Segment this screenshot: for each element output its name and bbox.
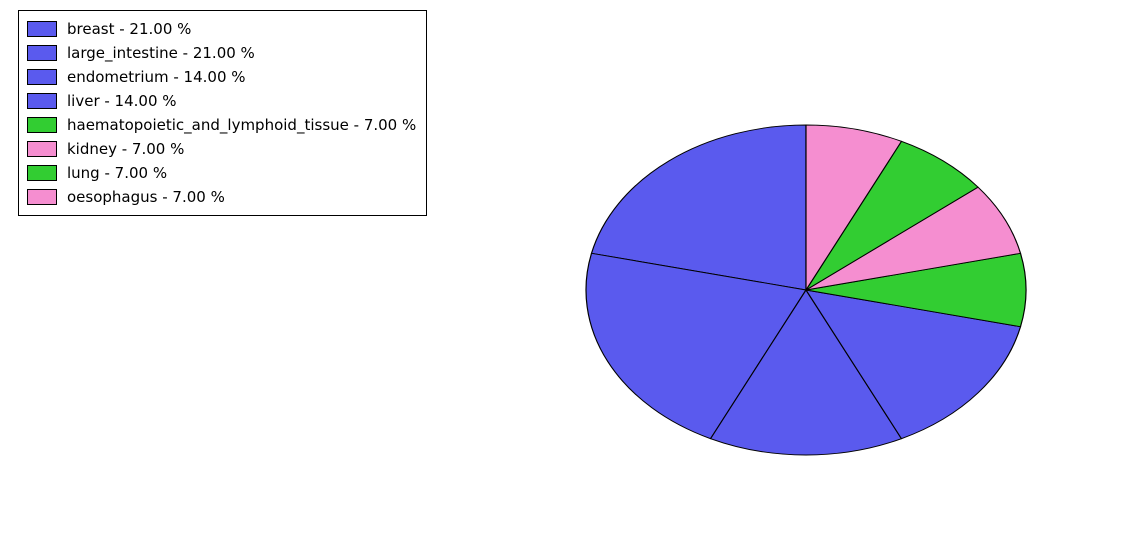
legend-label: endometrium - 14.00 % bbox=[67, 68, 246, 86]
legend-label: breast - 21.00 % bbox=[67, 20, 191, 38]
legend-row: endometrium - 14.00 % bbox=[27, 65, 416, 89]
legend-box: breast - 21.00 % large_intestine - 21.00 … bbox=[18, 10, 427, 216]
legend-label: large_intestine - 21.00 % bbox=[67, 44, 255, 62]
legend-label: kidney - 7.00 % bbox=[67, 140, 184, 158]
legend-swatch bbox=[27, 165, 57, 181]
legend-swatch bbox=[27, 141, 57, 157]
legend-row: oesophagus - 7.00 % bbox=[27, 185, 416, 209]
legend-swatch bbox=[27, 189, 57, 205]
legend-row: large_intestine - 21.00 % bbox=[27, 41, 416, 65]
legend-swatch bbox=[27, 117, 57, 133]
chart-stage: breast - 21.00 % large_intestine - 21.00 … bbox=[0, 0, 1134, 538]
legend-row: kidney - 7.00 % bbox=[27, 137, 416, 161]
legend-label: oesophagus - 7.00 % bbox=[67, 188, 225, 206]
legend-row: haematopoietic_and_lymphoid_tissue - 7.0… bbox=[27, 113, 416, 137]
legend-label: haematopoietic_and_lymphoid_tissue - 7.0… bbox=[67, 116, 416, 134]
pie-chart bbox=[584, 124, 1028, 457]
legend-swatch bbox=[27, 21, 57, 37]
legend-label: liver - 14.00 % bbox=[67, 92, 177, 110]
legend-row: lung - 7.00 % bbox=[27, 161, 416, 185]
legend-swatch bbox=[27, 93, 57, 109]
legend-row: breast - 21.00 % bbox=[27, 17, 416, 41]
legend-label: lung - 7.00 % bbox=[67, 164, 167, 182]
legend-swatch bbox=[27, 69, 57, 85]
legend-row: liver - 14.00 % bbox=[27, 89, 416, 113]
legend-swatch bbox=[27, 45, 57, 61]
